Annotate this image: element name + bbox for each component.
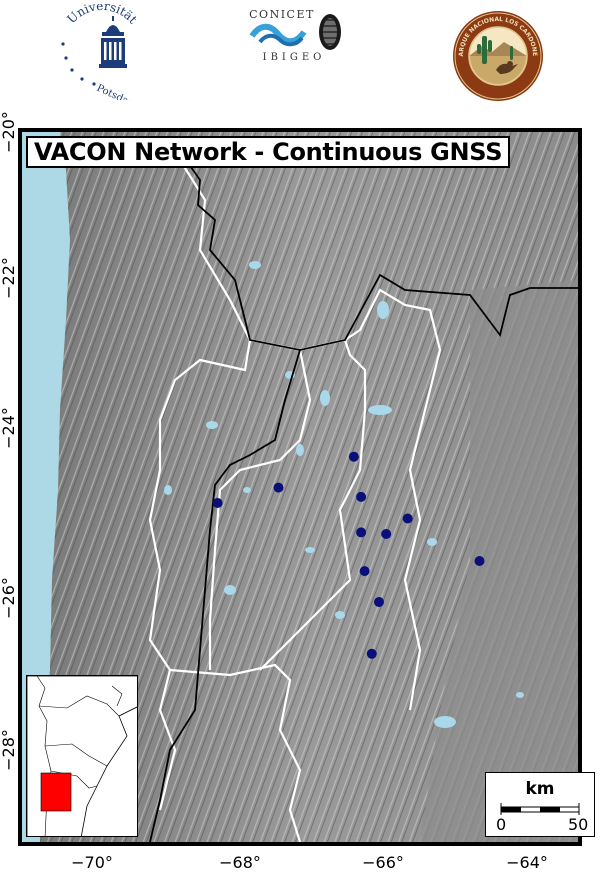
y-tick-label: −28° [0, 729, 18, 771]
gnss-station-marker [359, 566, 370, 577]
gnss-station-marker [212, 498, 223, 508]
y-tick-label: −26° [0, 577, 18, 619]
x-tick-label: −64° [506, 853, 548, 872]
ibigeo-emblem-icon [319, 14, 341, 50]
scale-end-label: 50 [568, 815, 589, 834]
potsdam-logo-bottom-text: Potsdam [95, 83, 139, 100]
palace-icon [99, 16, 127, 68]
lakes [164, 261, 524, 728]
cactus-icon [477, 36, 513, 64]
y-tick-label: −20° [0, 111, 18, 153]
y-tick-label: −22° [0, 257, 18, 299]
gnss-station-marker [273, 482, 284, 493]
ibigeo-logo-text: IBIGEO [263, 52, 326, 62]
y-tick-label: −24° [0, 407, 18, 449]
map-title-box: VACON Network - Continuous GNSS [26, 136, 511, 168]
x-axis-labels: −70° −68° −66° −64° [71, 853, 548, 872]
map-title: VACON Network - Continuous GNSS [34, 138, 503, 166]
gnss-station-marker [474, 556, 485, 566]
conicet-ibigeo-logo: CONICET IBIGEO [244, 6, 346, 63]
gnss-station-marker [402, 513, 413, 524]
map-figure: −70° −68° −66° −64° −20° −22° −24° −26° … [0, 110, 600, 878]
scale-bar: km 0 50 [485, 772, 595, 837]
scale-start-label: 0 [496, 815, 507, 834]
gnss-station-marker [356, 527, 367, 538]
gnss-station-marker [381, 529, 392, 539]
terrain-shading [40, 132, 578, 842]
south-america-inset-map [26, 675, 138, 837]
gnss-station-marker [356, 491, 367, 502]
gnss-stations [212, 451, 485, 659]
potsdam-logo-top-text: Universität [64, 0, 140, 26]
gnss-station-marker [374, 597, 384, 607]
gnss-station-marker [348, 451, 359, 462]
x-tick-label: −66° [362, 853, 404, 872]
bird-icon [496, 61, 518, 74]
country-borders [149, 159, 578, 842]
study-area-highlight [40, 772, 72, 812]
parque-nacional-los-cardones-logo: PARQUE NACIONAL LOS CARDONES [450, 5, 544, 102]
conicet-logo-text: CONICET [249, 8, 315, 21]
chaco-lowland [420, 280, 578, 842]
south-america-outline [27, 676, 137, 836]
y-axis-labels: −20° −22° −24° −26° −28° [0, 111, 18, 771]
province-boundaries [148, 159, 442, 842]
conicet-wave-icon [249, 23, 307, 47]
scale-bar-graphic [500, 803, 580, 815]
university-potsdam-logo: Universität Potsdam [52, 0, 152, 111]
svg-text:Universität: Universität [64, 4, 140, 26]
x-tick-label: −68° [219, 853, 261, 872]
gnss-station-marker [366, 648, 377, 659]
scale-unit-label: km [525, 779, 555, 799]
x-tick-label: −70° [71, 853, 113, 872]
